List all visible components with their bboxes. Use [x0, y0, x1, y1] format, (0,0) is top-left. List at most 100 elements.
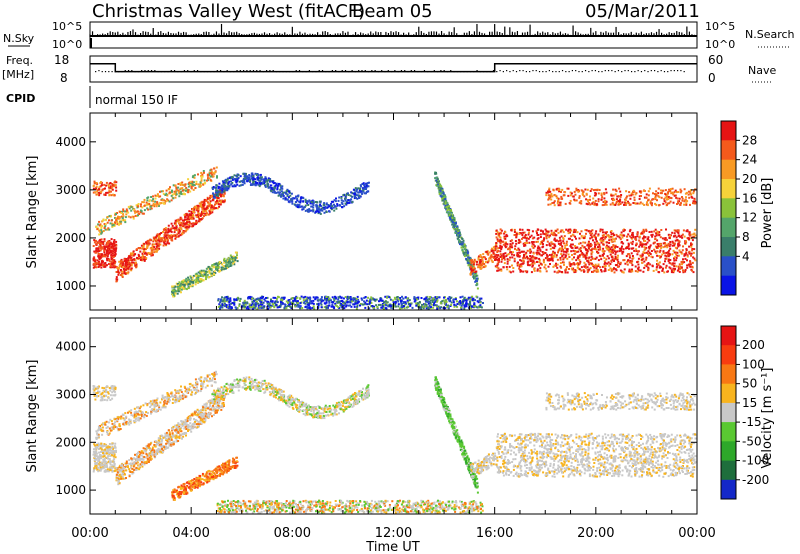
power-mark-2851 — [485, 250, 488, 253]
power-mark-1777 — [350, 191, 353, 194]
power-mark-1336 — [170, 194, 173, 197]
power-mark-2847 — [473, 261, 475, 264]
power-mark-985 — [187, 183, 190, 185]
nave-dot-172 — [660, 70, 662, 72]
power-mark-559 — [158, 236, 160, 239]
power-mark-820 — [178, 222, 181, 225]
power-mark-1315 — [124, 221, 127, 224]
power-mark-4446 — [657, 187, 660, 190]
power-mark-3247 — [565, 242, 568, 245]
power-mark-3323 — [528, 229, 531, 232]
power-mark-1316 — [165, 199, 168, 202]
power-mark-144 — [114, 252, 117, 255]
power-mark-446 — [135, 263, 138, 266]
power-mark-4527 — [621, 201, 624, 204]
power-mark-4459 — [638, 202, 641, 205]
power-mark-2359 — [280, 187, 283, 190]
power-mark-206 — [104, 262, 107, 264]
power-mark-1689 — [190, 280, 193, 283]
power-mark-3917 — [692, 251, 695, 254]
power-mark-1411 — [94, 191, 97, 194]
power-mark-3057 — [586, 271, 589, 274]
power-mark-1259 — [134, 211, 137, 214]
nave-dot-160 — [621, 71, 623, 73]
power-mark-4005 — [575, 237, 577, 240]
power-mark-791 — [153, 243, 156, 246]
power-mark-3290 — [579, 247, 582, 250]
power-mark-1307 — [210, 168, 213, 171]
power-mark-2208 — [213, 194, 215, 196]
nave-dot-4 — [108, 71, 110, 73]
power-mark-210 — [109, 264, 112, 267]
power-mark-3540 — [559, 243, 562, 246]
power-mark-3781 — [628, 270, 631, 273]
power-mark-1631 — [229, 265, 232, 267]
nave-dot-141 — [558, 71, 560, 73]
power-mark-463 — [191, 212, 194, 215]
power-mark-1189 — [215, 166, 218, 169]
power-mark-1923 — [291, 199, 294, 202]
power-mark-3009 — [601, 265, 604, 268]
power-mark-1583 — [194, 281, 197, 284]
power-mark-4254 — [536, 232, 538, 235]
power-mark-109 — [95, 243, 98, 246]
power-mark-620 — [117, 270, 120, 273]
power-mark-4332 — [689, 203, 691, 206]
power-mark-4501 — [633, 199, 636, 202]
power-mark-3023 — [538, 259, 541, 262]
power-mark-3629 — [677, 242, 680, 245]
power-mark-1543 — [228, 262, 230, 265]
power-mark-4163 — [655, 266, 658, 269]
power-mark-3851 — [658, 245, 661, 248]
power-mark-2705 — [441, 187, 444, 190]
power-mark-1775 — [344, 199, 347, 202]
power-mark-4125 — [541, 254, 543, 257]
power-mark-784 — [162, 231, 164, 233]
power-mark-2688 — [455, 229, 458, 232]
power-mark-329 — [159, 237, 162, 240]
power-mark-2164 — [328, 210, 331, 213]
power-mark-1496 — [199, 274, 202, 277]
power-mark-3837 — [505, 241, 507, 244]
power-mark-4170 — [606, 234, 609, 237]
power-mark-3282 — [562, 231, 565, 234]
power-mark-3842 — [535, 256, 538, 259]
power-mark-4270 — [649, 200, 652, 203]
power-mark-2956 — [536, 269, 539, 272]
power-mark-1737 — [229, 258, 232, 261]
power-mark-2870 — [595, 240, 598, 243]
power-mark-804 — [141, 252, 144, 255]
power-mark-3349 — [656, 243, 659, 245]
power-mark-3297 — [690, 254, 692, 257]
power-mark-1058 — [116, 223, 119, 226]
power-mark-3968 — [614, 245, 617, 248]
power-mark-2582 — [458, 239, 461, 242]
power-mark-2162 — [365, 184, 368, 187]
power-mark-743 — [210, 204, 213, 207]
power-mark-4137 — [553, 231, 556, 234]
power-mark-2358 — [254, 184, 257, 187]
power-mark-4487 — [613, 199, 616, 201]
nave-dot-153 — [598, 71, 600, 73]
power-mark-429 — [205, 210, 208, 213]
power-mark-475 — [143, 259, 146, 262]
power-mark-3320 — [532, 259, 534, 262]
power-mark-3661 — [664, 254, 667, 257]
power-mark-3822 — [596, 242, 599, 245]
nave-dot-20 — [160, 71, 163, 73]
power-mark-4120 — [515, 236, 518, 239]
power-mark-811 — [142, 255, 145, 258]
power-mark-823 — [195, 208, 198, 211]
power-mark-3778 — [637, 263, 640, 266]
power-mark-3326 — [574, 235, 576, 238]
power-mark-2147 — [325, 211, 328, 213]
power-mark-1628 — [198, 275, 201, 277]
power-mark-3064 — [508, 265, 511, 268]
nave-dot-12 — [134, 71, 136, 73]
power-mark-1262 — [184, 183, 187, 186]
power-mark-4039 — [595, 270, 598, 273]
power-mark-4336 — [614, 188, 617, 191]
power-mark-3444 — [688, 263, 690, 266]
power-mark-3757 — [499, 245, 502, 248]
power-mark-2569 — [467, 259, 470, 262]
